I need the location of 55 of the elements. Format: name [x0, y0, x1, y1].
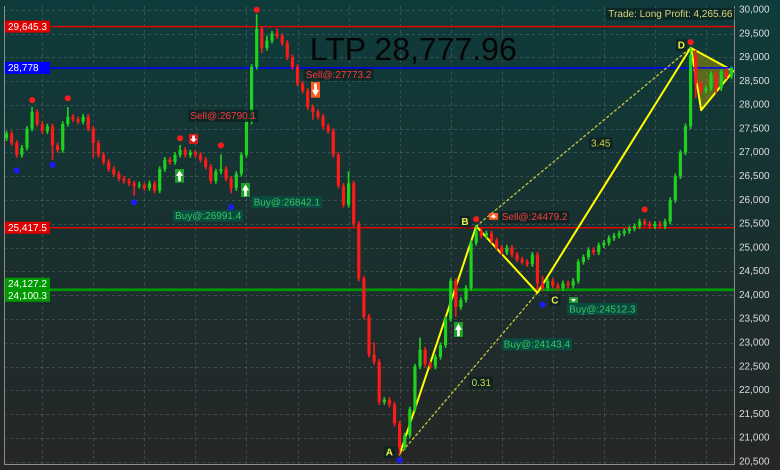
- y-tick-label: 24,000: [739, 290, 770, 301]
- y-tick-label: 25,500: [739, 218, 770, 230]
- y-tick-label: 21,000: [739, 432, 770, 444]
- candlestick: [219, 154, 223, 174]
- ref-line-label: 25,417.5: [8, 222, 48, 234]
- annotation: 3.45: [591, 138, 611, 150]
- annotation: Sell@:27773.2: [306, 70, 372, 81]
- y-tick-label: 29,000: [739, 52, 770, 64]
- y-tick-label: 27,000: [739, 147, 770, 158]
- y-tick-label: 21,500: [739, 408, 770, 420]
- annotation: Sell@:24479.2: [502, 212, 568, 224]
- point: [49, 162, 56, 168]
- y-tick-label: 30,000: [739, 4, 770, 16]
- y-tick-label: 27,500: [739, 123, 770, 134]
- point: [218, 142, 224, 148]
- annotation: 0.31: [472, 378, 492, 389]
- annotation: Sell@:26790.1: [190, 111, 257, 122]
- point: [396, 457, 403, 464]
- point: [14, 168, 20, 174]
- ref-line-label: 29,645.3: [8, 22, 48, 33]
- y-tick-label: 28,000: [739, 100, 770, 111]
- y-tick-label: 25,000: [739, 242, 770, 254]
- y-tick-label: 22,000: [739, 385, 770, 396]
- y-tick-label: 26,000: [739, 194, 770, 206]
- y-tick-label: 24,500: [739, 266, 770, 278]
- ref-line-label: 28,778: [8, 63, 40, 74]
- point: [540, 302, 546, 308]
- annotation: C: [551, 295, 558, 306]
- y-tick-label: 26,500: [739, 171, 770, 182]
- annotation: Buy@:24512.3: [569, 304, 636, 316]
- point: [64, 95, 71, 102]
- point: [688, 39, 694, 46]
- annotation: Buy@:26991.4: [175, 211, 242, 222]
- point: [228, 204, 234, 210]
- point: [254, 6, 260, 13]
- point: [473, 216, 480, 222]
- y-tick-label: 22,500: [739, 361, 770, 372]
- point: [177, 135, 184, 142]
- text: LTP 28,777.96: [310, 30, 517, 67]
- y-tick-label: 29,500: [739, 28, 770, 40]
- annotation: Buy@:26842.1: [254, 197, 320, 208]
- y-tick-label: 23,000: [739, 337, 770, 348]
- point: [642, 206, 648, 213]
- point: [131, 199, 138, 206]
- annotation: Trade: Long Profit: 4,265.66: [608, 9, 733, 20]
- y-tick-label: 20,500: [739, 456, 770, 468]
- annotation: Buy@:24143.4: [504, 340, 571, 351]
- ref-line-label: 24,127.2: [8, 279, 48, 290]
- ref-line-label: 24,100.3: [8, 291, 48, 302]
- y-tick-label: 28,500: [739, 76, 770, 87]
- annotation: B: [461, 217, 469, 228]
- point: [29, 97, 36, 104]
- y-tick-label: 23,500: [739, 314, 770, 325]
- annotation: D: [678, 40, 686, 52]
- annotation: A: [386, 447, 394, 458]
